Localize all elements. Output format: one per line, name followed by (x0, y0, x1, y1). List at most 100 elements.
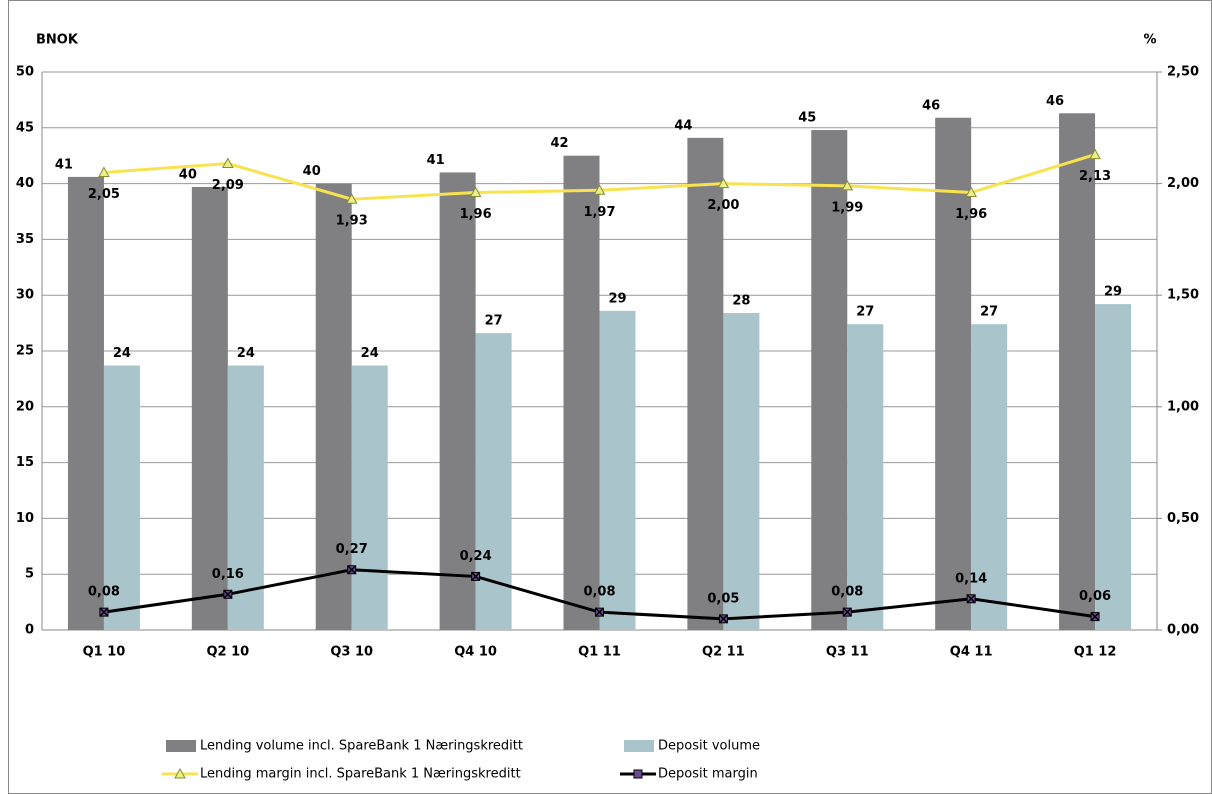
line-marker (593, 184, 606, 195)
y2-tick-label: 2,00 (1167, 176, 1199, 191)
y-tick-label: 0 (25, 623, 34, 638)
legend-marker (633, 769, 643, 779)
data-label: 0,05 (707, 591, 739, 606)
legend-swatch (166, 740, 196, 752)
data-label: 40 (303, 164, 321, 179)
line-marker (841, 179, 854, 191)
y-tick-label: 15 (16, 455, 34, 470)
bar (599, 310, 636, 630)
data-label: 1,97 (583, 205, 615, 220)
line-marker (965, 186, 978, 198)
y-tick-label: 50 (16, 65, 34, 80)
y-tick-label: 25 (16, 344, 34, 359)
y2-tick-label: 1,50 (1167, 288, 1199, 303)
x-tick-label: Q4 11 (950, 645, 993, 660)
x-tick-label: Q1 10 (83, 645, 126, 660)
data-label: 42 (550, 136, 568, 151)
line-marker (98, 166, 110, 177)
data-label: 27 (980, 305, 998, 320)
data-label: 28 (732, 294, 750, 309)
y2-axis-title: % (1143, 33, 1156, 48)
data-label: 45 (798, 111, 816, 126)
x-tick-label: Q1 12 (1074, 645, 1117, 660)
y2-tick-label: 0,50 (1167, 511, 1199, 526)
legend-swatch (624, 740, 654, 752)
x-tick-label: Q3 10 (330, 645, 373, 660)
data-label: 29 (1104, 285, 1122, 300)
line-marker-x (842, 607, 852, 617)
line-marker (1089, 148, 1101, 160)
y-tick-label: 5 (25, 567, 34, 582)
data-label: 46 (922, 98, 940, 113)
legend-label: Lending volume incl. SpareBank 1 Nærings… (200, 739, 523, 754)
y-tick-label: 10 (16, 511, 34, 526)
legend-label: Deposit volume (658, 739, 760, 754)
bar (935, 117, 972, 631)
legend-marker (174, 767, 186, 779)
bar (1059, 113, 1096, 631)
bar (103, 365, 140, 630)
bar (315, 183, 352, 630)
y-tick-label: 35 (16, 232, 34, 247)
bar (563, 155, 600, 630)
x-tick-label: Q1 11 (578, 645, 621, 660)
data-label: 46 (1046, 94, 1064, 109)
data-label: 0,27 (336, 542, 368, 557)
x-tick-label: Q4 10 (454, 645, 497, 660)
bar (227, 365, 264, 630)
line-marker-x (471, 571, 481, 581)
data-label: 29 (608, 291, 626, 306)
data-label: 27 (485, 314, 503, 329)
data-label: 1,96 (460, 207, 492, 222)
data-label: 27 (856, 305, 874, 320)
bar (191, 186, 228, 630)
y2-tick-label: 1,00 (1167, 399, 1199, 414)
x-tick-label: Q2 10 (206, 645, 249, 660)
bar (687, 137, 724, 630)
bar (1095, 304, 1132, 630)
data-label: 24 (361, 346, 379, 361)
bar (439, 172, 476, 630)
bar (847, 324, 884, 630)
line-marker (221, 157, 234, 169)
data-label: 0,14 (955, 571, 987, 586)
data-label: 40 (179, 167, 197, 182)
data-label: 0,06 (1079, 589, 1111, 604)
data-label: 0,08 (583, 585, 615, 600)
bar (67, 176, 104, 631)
line-marker-x (966, 594, 976, 604)
data-label: 0,24 (460, 549, 492, 564)
data-label: 24 (113, 346, 131, 361)
data-label: 2,13 (1079, 169, 1111, 184)
data-label: 0,16 (212, 567, 244, 582)
data-label: 2,09 (212, 178, 244, 193)
data-label: 44 (674, 118, 692, 133)
data-label: 0,08 (831, 585, 863, 600)
line-marker-x (99, 607, 109, 617)
y-tick-label: 30 (16, 288, 34, 303)
bar (351, 365, 388, 630)
y-tick-label: 45 (16, 120, 34, 135)
data-label: 41 (55, 157, 73, 172)
y2-tick-label: 0,00 (1167, 623, 1199, 638)
y2-tick-label: 2,50 (1167, 65, 1199, 80)
line-marker (345, 193, 358, 204)
data-label: 24 (237, 346, 255, 361)
bar (971, 324, 1008, 630)
data-label: 0,08 (88, 585, 120, 600)
data-label: 41 (427, 153, 445, 168)
line-marker-x (1090, 612, 1100, 622)
bar (723, 313, 760, 630)
line-marker-x (718, 614, 728, 624)
line-marker-x (594, 607, 605, 617)
y-tick-label: 20 (16, 399, 34, 414)
line-marker-x (223, 589, 233, 599)
x-tick-label: Q3 11 (826, 645, 869, 660)
x-tick-label: Q2 11 (702, 645, 745, 660)
data-label: 1,99 (831, 200, 863, 215)
data-label: 2,05 (88, 187, 120, 202)
line-marker (717, 177, 730, 189)
line-marker (469, 186, 482, 198)
data-label: 1,96 (955, 207, 987, 222)
